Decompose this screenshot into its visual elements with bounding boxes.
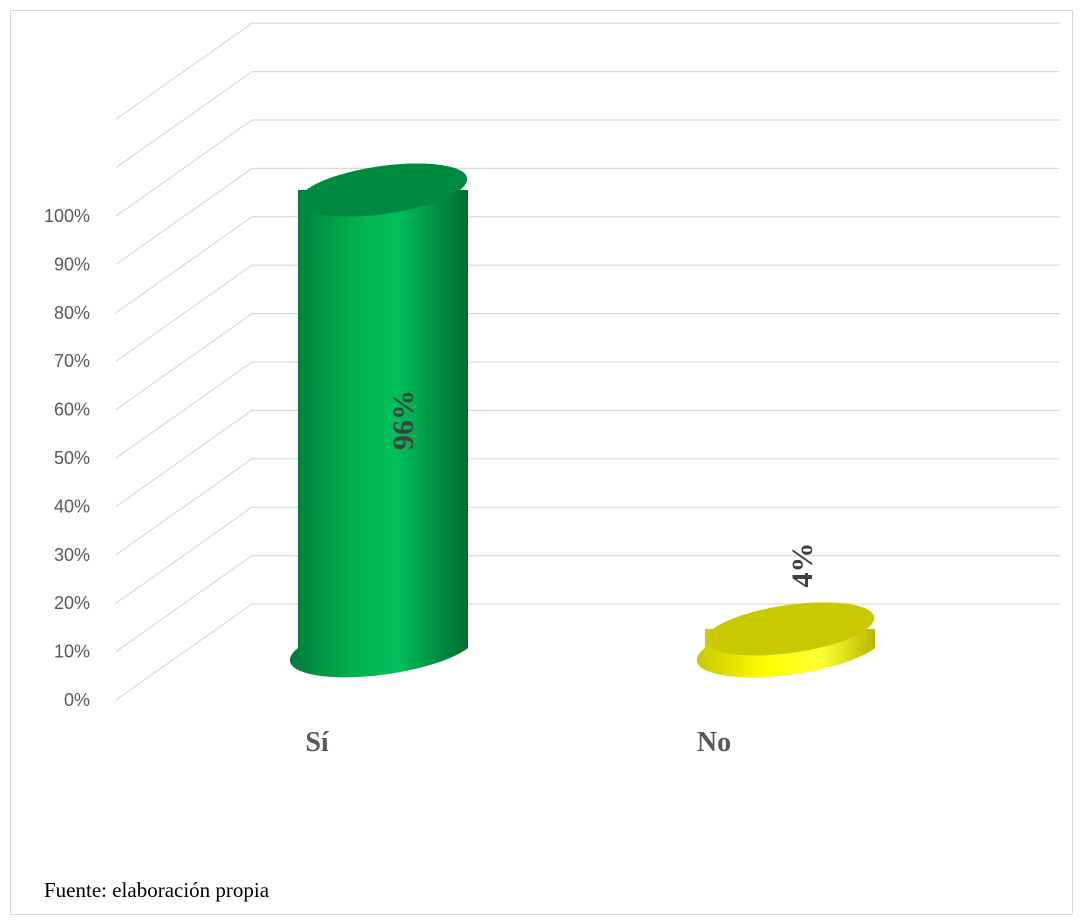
y-axis-ticks: 0% 10% 20% 30% 40% 50% 60% 70% 80% 90% 100% <box>44 206 90 710</box>
data-label: 4% <box>786 543 819 588</box>
x-axis-categories: Sí No <box>305 727 731 758</box>
bar-0 <box>289 163 468 678</box>
gridline-diagonal <box>115 71 253 169</box>
gridline-diagonal <box>115 22 253 120</box>
y-tick-label: 40% <box>54 496 90 516</box>
gridline-diagonal <box>115 555 253 653</box>
data-label: 96% <box>387 390 420 450</box>
bar-top <box>298 163 468 217</box>
y-tick-label: 20% <box>54 593 90 613</box>
gridline-diagonal <box>115 119 253 217</box>
y-tick-label: 90% <box>54 254 90 274</box>
x-category-label: No <box>697 727 731 758</box>
gridline-diagonal <box>115 264 253 362</box>
bar-1 <box>696 602 875 678</box>
gridline-diagonal <box>115 409 253 507</box>
y-tick-label: 100% <box>44 206 90 226</box>
gridline-diagonal <box>115 361 253 459</box>
y-tick-label: 80% <box>54 303 90 323</box>
bars <box>289 163 875 678</box>
y-tick-label: 0% <box>64 690 90 710</box>
bar-body <box>289 190 468 678</box>
bar-top <box>705 602 875 656</box>
y-tick-label: 10% <box>54 642 90 662</box>
data-labels: 96% 4% <box>387 390 819 588</box>
gridline-diagonal <box>115 313 253 411</box>
y-tick-label: 50% <box>54 448 90 468</box>
y-tick-label: 70% <box>54 351 90 371</box>
x-category-label: Sí <box>305 727 330 758</box>
gridlines <box>115 22 1060 701</box>
gridline-diagonal <box>115 458 253 556</box>
gridline-diagonal <box>115 216 253 314</box>
y-tick-label: 60% <box>54 400 90 420</box>
source-note: Fuente: elaboración propia <box>44 878 270 902</box>
y-tick-label: 30% <box>54 545 90 565</box>
chart-frame <box>10 10 1073 915</box>
gridline-diagonal <box>115 506 253 604</box>
gridline-diagonal <box>115 167 253 265</box>
gridline-diagonal <box>115 603 253 701</box>
